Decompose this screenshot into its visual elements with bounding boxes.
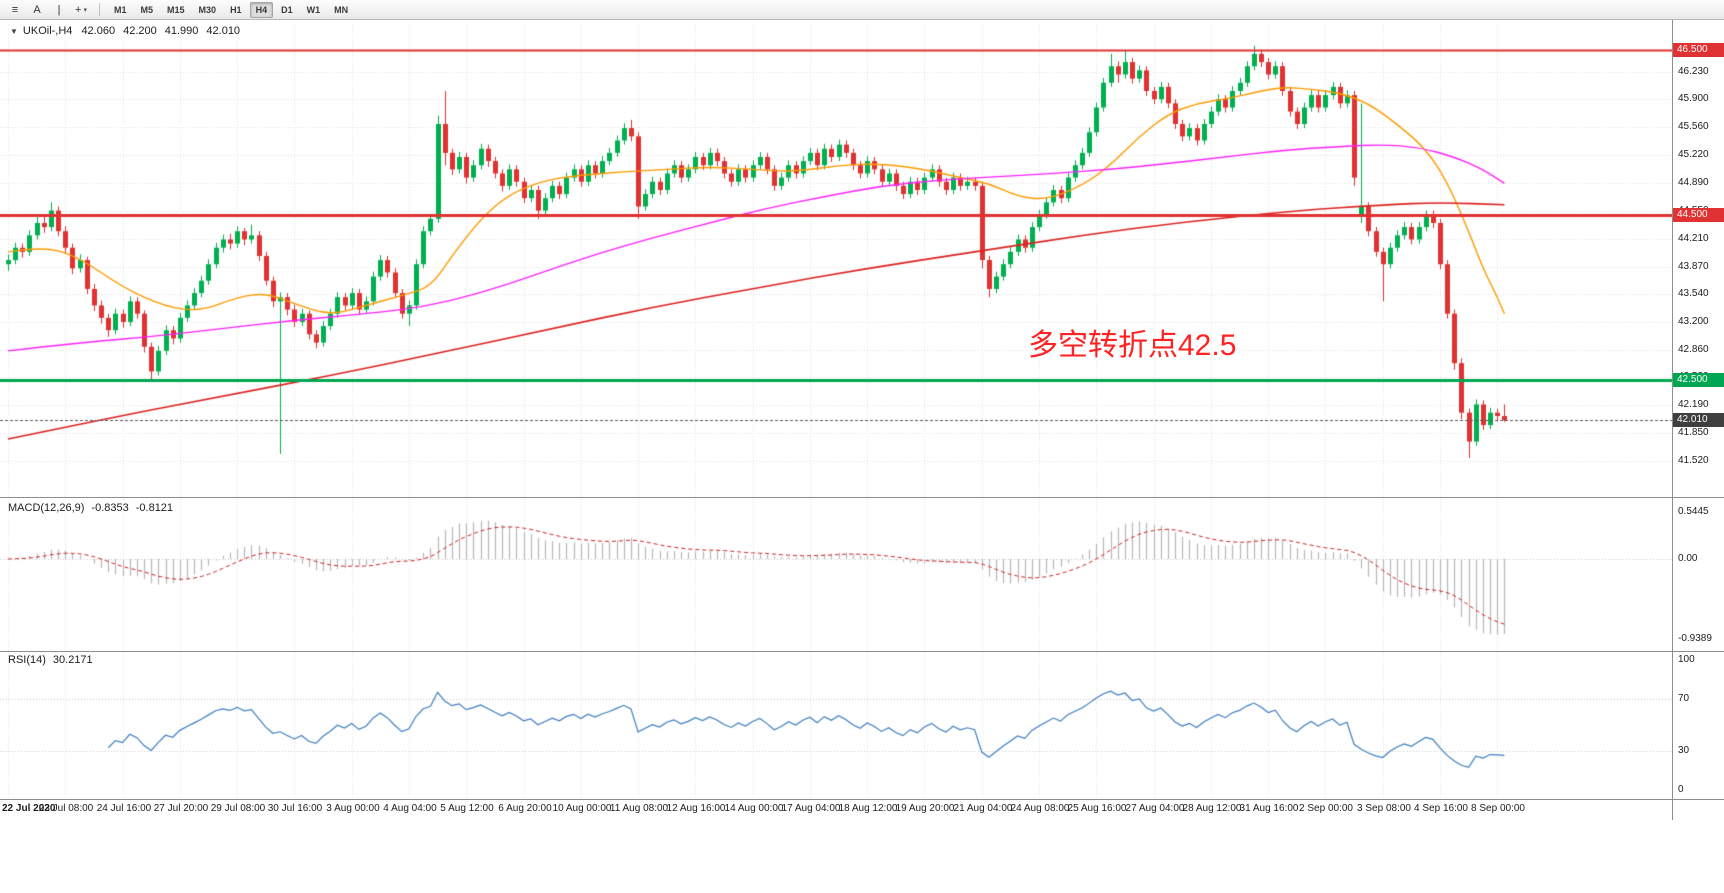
chevron-down-icon: ▾ — [83, 6, 87, 14]
time-axis-label: 28 Aug 12:00 — [1182, 803, 1242, 814]
chart-symbol-header: ▼ UKOil-,H4 42.060 42.200 41.990 42.010 — [10, 25, 248, 37]
price-axis-label: 45.900 — [1678, 93, 1709, 104]
price-axis-label: 43.200 — [1678, 316, 1709, 327]
time-axis-label: 27 Jul 20:00 — [153, 803, 209, 814]
rsi-axis-label: 70 — [1678, 693, 1690, 704]
time-axis-label: 3 Sep 08:00 — [1357, 803, 1411, 814]
text-annotation-button[interactable]: A — [27, 1, 47, 19]
time-axis-label: 29 Jul 08:00 — [210, 803, 266, 814]
symbol-period-label: UKOil-,H4 — [22, 25, 73, 37]
rsi-label: RSI(14) — [8, 654, 46, 666]
panel-separator-rsi[interactable] — [0, 651, 1724, 652]
macd-axis-label: 0.00 — [1678, 553, 1698, 564]
time-axis-label: 11 Aug 08:00 — [609, 803, 669, 814]
timeframe-button-w1[interactable]: W1 — [306, 4, 321, 15]
price-axis-label: 42.860 — [1678, 344, 1709, 355]
time-axis-label: 19 Aug 20:00 — [895, 803, 955, 814]
rsi-value: 30.2171 — [52, 654, 93, 666]
time-axis-label: 3 Aug 00:00 — [326, 803, 380, 814]
text-tool-icon: A — [33, 3, 41, 16]
time-axis-label: 4 Sep 16:00 — [1414, 803, 1468, 814]
time-axis-label: 12 Aug 16:00 — [666, 803, 726, 814]
timeframe-button-mn[interactable]: MN — [334, 4, 349, 15]
panel-separator-macd[interactable] — [0, 497, 1724, 498]
time-axis-label: 30 Jul 16:00 — [267, 803, 323, 814]
ohlc-close-value: 42.010 — [206, 25, 241, 37]
rsi-axis-label: 30 — [1678, 745, 1690, 756]
time-axis-label: 10 Aug 00:00 — [552, 803, 612, 814]
time-axis-label: 25 Aug 16:00 — [1067, 803, 1127, 814]
time-axis-label: 17 Aug 04:00 — [781, 803, 841, 814]
time-axis-label: 23 Jul 08:00 — [38, 803, 94, 814]
price-axis-label: 46.230 — [1678, 66, 1709, 77]
rsi-axis-label: 0 — [1678, 784, 1684, 795]
crosshair-icon: + — [75, 3, 82, 16]
vertical-line-icon: | — [57, 3, 61, 16]
timeframe-button-d1[interactable]: D1 — [281, 4, 293, 15]
timeframe-button-h1[interactable]: H1 — [230, 4, 242, 15]
hline-price-tag: 42.500 — [1673, 373, 1724, 387]
price-axis[interactable]: 46.23045.90045.56045.22044.89044.55044.2… — [1672, 20, 1724, 820]
price-axis-label: 43.870 — [1678, 261, 1709, 272]
time-axis-label: 18 Aug 12:00 — [838, 803, 898, 814]
ohlc-low-value: 41.990 — [164, 25, 199, 37]
price-axis-label: 41.520 — [1678, 455, 1709, 466]
crosshair-tool-button[interactable]: + ▾ — [71, 1, 91, 19]
chart-annotation[interactable]: 多空转折点42.5 — [1028, 329, 1237, 362]
time-axis-label: 27 Aug 04:00 — [1125, 803, 1185, 814]
time-axis-label: 5 Aug 12:00 — [440, 803, 494, 814]
timeframe-button-h4[interactable]: H4 — [249, 1, 274, 18]
price-axis-label: 42.190 — [1678, 399, 1709, 410]
macd-signal-value: -0.8121 — [135, 502, 174, 514]
chart-list-button[interactable]: ≡ — [5, 1, 25, 19]
macd-label: MACD(12,26,9) — [8, 502, 85, 514]
rsi-indicator-header: RSI(14) 30.2171 — [8, 654, 100, 666]
macd-axis-label: -0.9389 — [1678, 633, 1712, 644]
chart-list-icon: ≡ — [11, 3, 19, 16]
collapse-triangle-icon[interactable]: ▼ — [10, 27, 18, 36]
time-axis-label: 6 Aug 20:00 — [498, 803, 552, 814]
current-price-tag: 42.010 — [1673, 413, 1724, 427]
macd-indicator-header: MACD(12,26,9) -0.8353 -0.8121 — [8, 502, 180, 514]
time-axis-separator — [0, 799, 1724, 800]
hline-price-tag: 44.500 — [1673, 208, 1724, 222]
time-axis-label: 4 Aug 04:00 — [383, 803, 437, 814]
time-axis-label: 8 Sep 00:00 — [1471, 803, 1525, 814]
timeframe-button-m5[interactable]: M5 — [140, 4, 154, 15]
macd-axis-label: 0.5445 — [1678, 506, 1709, 517]
hline-price-tag: 46.500 — [1673, 43, 1724, 57]
time-axis-label: 14 Aug 00:00 — [724, 803, 784, 814]
chart-area: ▼ UKOil-,H4 42.060 42.200 41.990 42.010 MACD(… — [0, 20, 1724, 893]
time-axis-label: 21 Aug 04:00 — [953, 803, 1013, 814]
macd-main-value: -0.8353 — [91, 502, 129, 514]
price-axis-label: 45.560 — [1678, 121, 1709, 132]
timeframe-button-m15[interactable]: M15 — [167, 4, 185, 15]
ohlc-open-value: 42.060 — [81, 25, 116, 37]
timeframe-buttons: M1 M5 M15 M30 H1 H4 D1 W1 MN — [107, 1, 355, 18]
time-axis-label: 31 Aug 16:00 — [1239, 803, 1299, 814]
toolbar: ≡ A | + ▾ M1 M5 M15 M30 H1 H4 D1 W1 MN — [0, 0, 1724, 20]
price-axis-label: 43.540 — [1678, 288, 1709, 299]
ohlc-high-value: 42.200 — [123, 25, 157, 37]
toolbar-separator — [99, 3, 100, 16]
price-axis-label: 41.850 — [1678, 427, 1709, 438]
time-axis-label: 24 Jul 16:00 — [96, 803, 152, 814]
rsi-axis-label: 100 — [1678, 654, 1695, 665]
price-axis-label: 45.220 — [1678, 149, 1709, 160]
time-axis[interactable]: 22 Jul 2020 23 Jul 08:00 24 Jul 16:00 27 Ju… — [0, 801, 1672, 819]
time-axis-label: 22 Jul 2020 — [2, 803, 56, 814]
vertical-line-tool-button[interactable]: | — [49, 1, 69, 19]
price-chart-canvas[interactable] — [0, 20, 1672, 820]
time-axis-label: 2 Sep 00:00 — [1299, 803, 1353, 814]
price-axis-label: 44.890 — [1678, 177, 1709, 188]
timeframe-button-m1[interactable]: M1 — [114, 4, 127, 15]
time-axis-label: 24 Aug 08:00 — [1010, 803, 1070, 814]
timeframe-button-m30[interactable]: M30 — [198, 4, 217, 15]
price-axis-label: 44.210 — [1678, 233, 1709, 244]
